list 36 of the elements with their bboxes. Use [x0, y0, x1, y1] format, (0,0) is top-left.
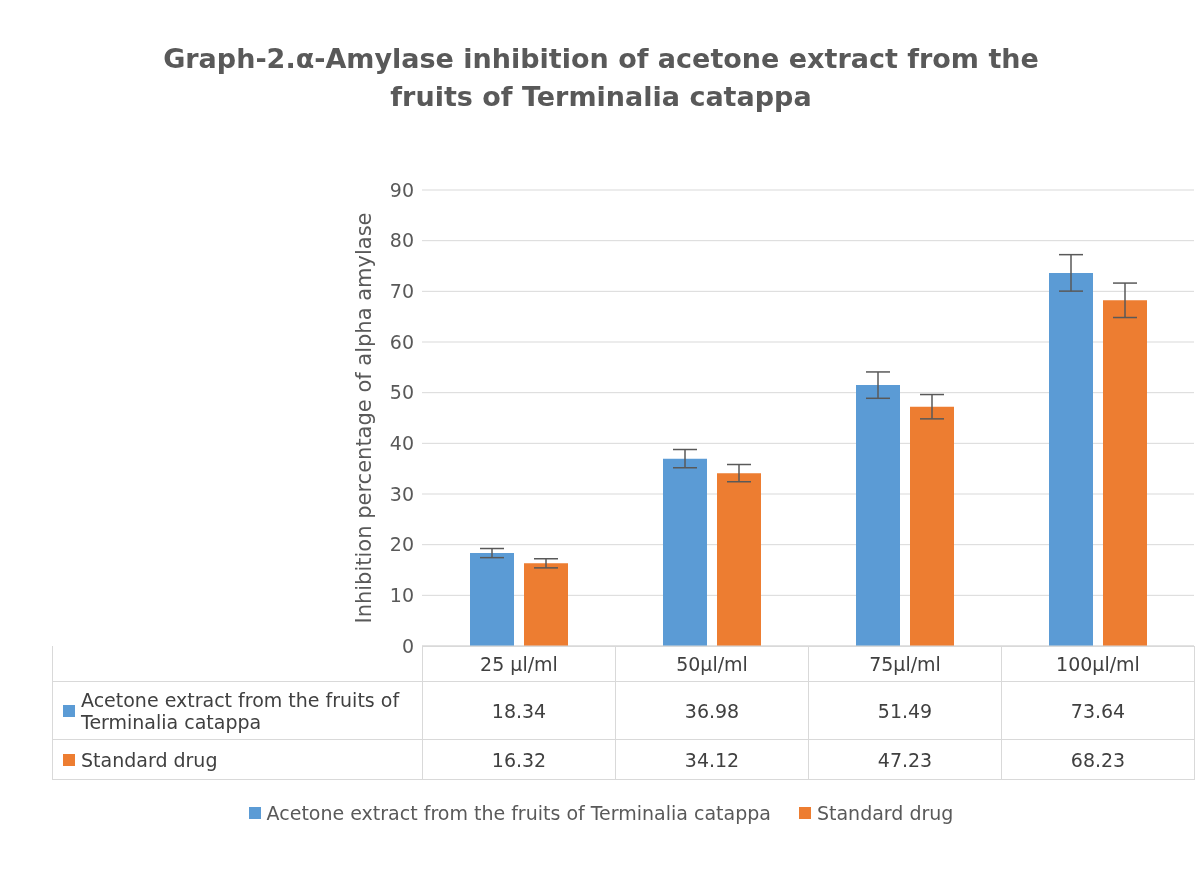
legend-label: Acetone extract from the fruits of Terminalia catappa [81, 688, 401, 733]
data-label: 47.23 [809, 740, 1002, 780]
x-tick-label: 75µl/ml [809, 646, 1002, 682]
data-label: 34.12 [616, 740, 809, 780]
bar [663, 458, 707, 646]
y-axis-title: Inhibition percentage of alpha amylase [352, 212, 377, 624]
y-tick-label: 50 [389, 381, 414, 404]
data-label: 18.34 [423, 682, 616, 740]
bar [856, 385, 900, 646]
y-tick-label: 60 [389, 330, 414, 353]
bar [470, 553, 514, 646]
y-tick-label: 80 [389, 229, 414, 252]
data-label: 36.98 [616, 682, 809, 740]
text: Standard drug [81, 748, 218, 771]
bar [717, 473, 761, 646]
x-tick-label: 100µl/ml [1002, 646, 1195, 682]
chart-title: Graph-2.α-Amylase inhibition of acetone extract from the fruits of Terminalia catappa [162, 42, 1040, 114]
x-tick-label: 50µl/ml [616, 646, 809, 682]
legend-label: Standard drug [816, 802, 954, 824]
bar [524, 563, 568, 646]
bar [1049, 272, 1093, 646]
text: Acetone extract from the fruits of Terminalia catappa [266, 802, 771, 824]
y-tick-label: 30 [389, 482, 414, 505]
data-label: 16.32 [423, 740, 616, 780]
y-tick-label: 40 [389, 432, 414, 455]
y-tick-label: 90 [389, 178, 414, 201]
data-label: 68.23 [1002, 740, 1195, 780]
x-tick-label: 25 µl/ml [423, 646, 616, 682]
bar [1103, 300, 1147, 646]
y-tick-label: 70 [389, 280, 414, 303]
data-label: 51.49 [809, 682, 1002, 740]
bar [910, 406, 954, 646]
y-tick-label: 0 [401, 634, 414, 657]
data-label: 73.64 [1002, 682, 1195, 740]
y-tick-label: 20 [389, 533, 414, 556]
y-tick-label: 10 [389, 584, 414, 607]
